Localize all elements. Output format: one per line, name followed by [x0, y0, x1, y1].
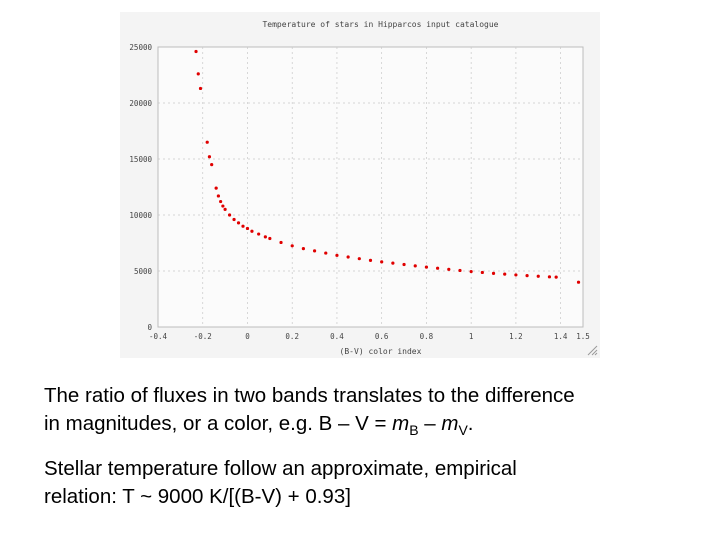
- data-point: [232, 217, 236, 222]
- scatter-chart: Temperature of stars in Hipparcos input …: [129, 20, 590, 356]
- caption-paragraph-temperature-relation: Stellar temperature follow an approximat…: [44, 455, 704, 511]
- data-point: [525, 273, 529, 278]
- data-point: [268, 236, 272, 241]
- data-point: [241, 224, 245, 228]
- data-point: [357, 257, 361, 261]
- x-tick-label: -0.2: [194, 332, 212, 341]
- data-point: [245, 226, 250, 231]
- data-point: [279, 240, 283, 245]
- data-point: [514, 273, 518, 277]
- data-point: [221, 204, 225, 208]
- x-axis-label: (B-V) color index: [340, 347, 422, 356]
- x-tick-label: 1: [469, 332, 474, 341]
- x-tick-label: 1.5: [576, 332, 590, 341]
- data-point: [368, 258, 373, 262]
- magnitude-symbol: m: [392, 412, 410, 435]
- y-tick-label: 10000: [129, 211, 152, 220]
- data-point: [391, 261, 395, 265]
- data-point: [301, 247, 305, 251]
- magnitude-symbol: m: [441, 412, 459, 435]
- y-tick-label: 25000: [129, 43, 152, 52]
- data-point: [424, 265, 429, 269]
- data-point: [436, 266, 440, 270]
- data-point: [219, 199, 223, 204]
- data-point: [236, 221, 241, 225]
- data-point: [447, 267, 451, 271]
- chart-title: Temperature of stars in Hipparcos input …: [262, 20, 498, 29]
- data-point: [205, 140, 209, 144]
- subscript-b: B: [409, 422, 419, 438]
- data-point: [290, 244, 294, 248]
- data-point: [346, 255, 350, 259]
- data-point: [380, 260, 384, 264]
- data-point: [210, 163, 214, 167]
- caption-paragraph-flux-ratio: The ratio of fluxes in two bands transla…: [44, 382, 704, 439]
- y-tick-label: 5000: [134, 267, 153, 276]
- data-point: [257, 232, 261, 236]
- caption-line: Stellar temperature follow an approximat…: [44, 457, 517, 480]
- caption-line: relation: T ~ 9000 K/[(B-V) + 0.93]: [44, 485, 351, 508]
- y-tick-label: 15000: [129, 155, 152, 164]
- data-point: [194, 49, 198, 54]
- x-tick-label: 1.2: [509, 332, 523, 341]
- x-tick-label: 0: [245, 332, 250, 341]
- resize-grip-icon[interactable]: [586, 344, 598, 356]
- chart-panel: Temperature of stars in Hipparcos input …: [120, 12, 600, 358]
- data-point: [413, 264, 417, 268]
- data-point: [402, 262, 406, 267]
- data-point: [536, 274, 540, 278]
- caption-text: .: [467, 412, 474, 435]
- data-point: [480, 270, 484, 275]
- data-point: [335, 253, 339, 257]
- subscript-v: V: [458, 422, 468, 438]
- x-tick-label: -0.4: [149, 332, 168, 341]
- data-point: [263, 235, 267, 239]
- data-point: [576, 280, 581, 284]
- caption-text: in magnitudes, or a color, e.g. B – V =: [44, 412, 393, 435]
- x-tick-label: 0.4: [330, 332, 344, 341]
- data-point: [227, 213, 232, 217]
- y-tick-label: 20000: [129, 99, 152, 108]
- data-point: [469, 269, 473, 274]
- plot-area: [157, 46, 584, 328]
- caption-line: The ratio of fluxes in two bands transla…: [44, 384, 575, 407]
- data-point: [458, 268, 462, 273]
- data-point: [250, 229, 254, 233]
- x-tick-label: 0.8: [420, 332, 434, 341]
- x-tick-label: 1.4: [554, 332, 568, 341]
- y-tick-label: 0: [147, 323, 152, 332]
- data-point: [554, 275, 558, 279]
- data-point: [223, 207, 227, 211]
- data-point: [216, 194, 220, 198]
- data-point: [503, 272, 507, 276]
- caption-line: in magnitudes, or a color, e.g. B – V = …: [44, 410, 704, 439]
- data-point: [312, 249, 317, 253]
- x-tick-label: 0.6: [375, 332, 389, 341]
- data-point: [207, 155, 212, 159]
- data-point: [547, 275, 552, 279]
- data-point: [214, 186, 218, 190]
- x-tick-label: 0.2: [285, 332, 299, 341]
- caption-text: –: [418, 412, 442, 435]
- data-point: [198, 86, 203, 91]
- data-point: [196, 72, 200, 76]
- data-point: [324, 251, 328, 255]
- data-point: [491, 271, 496, 275]
